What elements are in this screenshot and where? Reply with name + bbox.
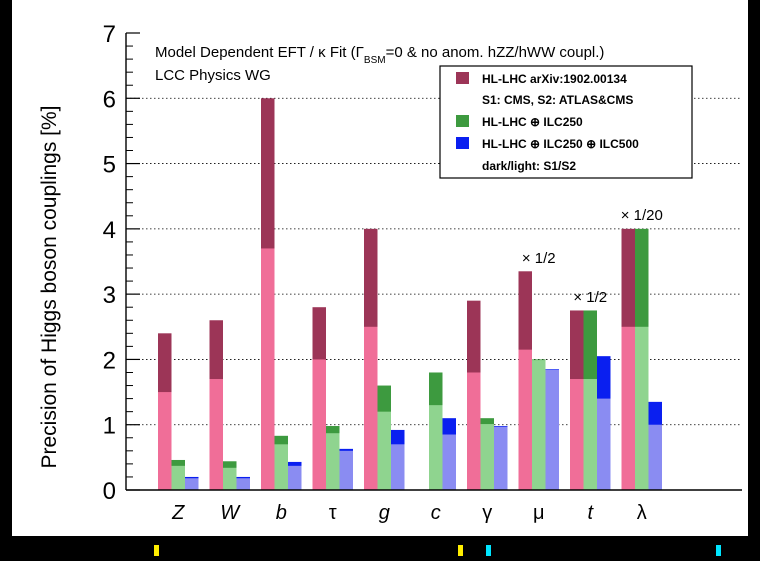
bar-ilc250-s2 xyxy=(532,360,546,490)
legend-entry-scenarios: S1: CMS, S2: ATLAS&CMS xyxy=(482,93,633,107)
x-tick-label: c xyxy=(431,502,441,524)
x-tick-label: Z xyxy=(171,502,185,524)
x-tick-label: γ xyxy=(482,502,492,524)
bar-hl-lhc-s2 xyxy=(209,379,223,490)
bottom-markers xyxy=(154,545,721,556)
title-main-text: Model Dependent EFT / κ Fit (Γ xyxy=(155,44,364,61)
y-axis-label: Precision of Higgs boson couplings [%] xyxy=(38,105,61,468)
scale-annotation: × 1/2 xyxy=(573,289,607,306)
legend-entry-hl-lhc: HL-LHC arXiv:1902.00134 xyxy=(482,72,627,86)
bar-hl-lhc-s2 xyxy=(518,349,532,490)
bar-ilc500-s2 xyxy=(391,444,405,490)
legend-swatch-hl-lhc xyxy=(456,72,469,84)
y-tick-label: 1 xyxy=(103,413,116,440)
bar-ilc250-s2 xyxy=(635,326,649,490)
marker-cyan xyxy=(486,545,491,556)
x-tick-label: g xyxy=(379,502,390,524)
title-subscript: BSM xyxy=(364,55,386,66)
bar-ilc250-s2 xyxy=(274,444,288,490)
y-tick-label: 2 xyxy=(103,347,116,374)
legend: HL-LHC arXiv:1902.00134 S1: CMS, S2: ATL… xyxy=(439,65,693,179)
marker-yellow xyxy=(154,545,159,556)
black-margin-left xyxy=(0,0,12,556)
bar-ilc500-s2 xyxy=(236,478,250,490)
y-tick-label: 7 xyxy=(103,21,116,48)
y-tick-label: 5 xyxy=(103,152,116,179)
legend-box xyxy=(439,65,693,179)
bar-hl-lhc-s2 xyxy=(261,248,275,490)
bar-ilc250-s2 xyxy=(326,433,340,490)
legend-entry-ilc500: HL-LHC ⊕ ILC250 ⊕ ILC500 xyxy=(482,137,639,151)
bar-ilc250-s2 xyxy=(171,465,185,490)
y-tick-label: 4 xyxy=(103,217,116,244)
bar-ilc500-s2 xyxy=(442,434,456,490)
bar-ilc500-s2 xyxy=(185,478,199,490)
legend-entry-dark-light: dark/light: S1/S2 xyxy=(482,159,576,173)
y-tick-label: 6 xyxy=(103,86,116,113)
x-tick-label: W xyxy=(220,502,241,524)
x-tick-label: τ xyxy=(329,502,337,524)
y-tick-label: 0 xyxy=(103,478,116,505)
bar-ilc500-s2 xyxy=(288,465,302,490)
bar-ilc250-s2 xyxy=(223,467,237,490)
marker-yellow xyxy=(458,545,463,556)
legend-swatch-ilc250 xyxy=(456,115,469,127)
bar-hl-lhc-s2 xyxy=(570,379,584,490)
bar-ilc500-s2 xyxy=(339,450,353,490)
x-tick-label: t xyxy=(587,502,594,524)
marker-cyan xyxy=(716,545,721,556)
bar-hl-lhc-s2 xyxy=(158,392,172,490)
bar-hl-lhc-s2 xyxy=(364,326,378,490)
bar-ilc500-s2 xyxy=(597,398,611,490)
title-line-1: Model Dependent EFT / κ Fit (ΓBSM=0 & no… xyxy=(155,44,604,66)
bar-ilc250-s2 xyxy=(377,411,391,490)
bar-ilc250-s2 xyxy=(429,405,443,490)
bar-ilc500-s2 xyxy=(648,424,662,490)
legend-entry-ilc250: HL-LHC ⊕ ILC250 xyxy=(482,115,583,129)
legend-swatch-ilc500 xyxy=(456,137,469,149)
title-end-text: =0 & no anom. hZZ/hWW coupl.) xyxy=(386,44,605,61)
bar-ilc250-s2 xyxy=(583,379,597,490)
scale-annotation: × 1/20 xyxy=(621,207,663,224)
scale-annotation: × 1/2 xyxy=(522,250,556,267)
bar-hl-lhc-s2 xyxy=(621,326,635,490)
x-tick-label: μ xyxy=(533,502,545,524)
x-tick-label: λ xyxy=(637,502,647,524)
chart-title: Model Dependent EFT / κ Fit (ΓBSM=0 & no… xyxy=(155,44,604,84)
x-tick-label: b xyxy=(276,502,287,524)
bar-ilc500-s2 xyxy=(494,426,508,490)
bar-ilc250-s2 xyxy=(480,424,494,490)
title-line-2: LCC Physics WG xyxy=(155,67,271,84)
bar-hl-lhc-s2 xyxy=(467,372,481,490)
bar-ilc500-s2 xyxy=(545,369,559,490)
bar-hl-lhc-s2 xyxy=(312,359,326,490)
y-tick-label: 3 xyxy=(103,282,116,309)
